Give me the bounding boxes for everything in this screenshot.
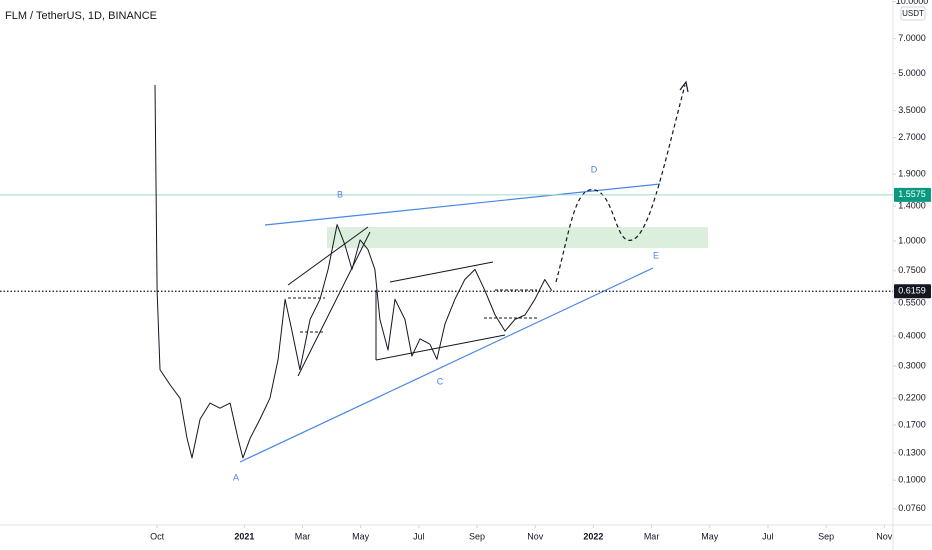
- channel-line: [287, 226, 369, 286]
- wave-label: D: [591, 164, 598, 174]
- wave-label: C: [437, 376, 444, 386]
- y-tick-label: 2.7000: [898, 132, 926, 142]
- y-tick-label: 0.3000: [898, 360, 926, 370]
- channel-line: [297, 231, 371, 377]
- y-tick-label: 7.0000: [898, 33, 926, 43]
- x-tick-label: Mar: [295, 531, 311, 541]
- last-price-label: 0.6159: [898, 286, 926, 296]
- wave-label: B: [337, 189, 343, 199]
- x-tick-label: Sep: [469, 531, 485, 541]
- wave-label: A: [233, 472, 239, 482]
- lower-trendline: [239, 267, 654, 463]
- y-tick-label: 1.9000: [898, 169, 926, 179]
- y-tick-label: 1.0000: [898, 235, 926, 245]
- x-tick-label: Jul: [413, 531, 425, 541]
- target-zone: [327, 227, 708, 248]
- y-tick-label: 0.5500: [898, 297, 926, 307]
- currency-box: [900, 6, 926, 21]
- x-tick-label: May: [352, 531, 370, 541]
- upper-trendline: [264, 183, 661, 226]
- y-tick-label: 0.1300: [898, 447, 926, 457]
- currency: USDT: [902, 9, 924, 18]
- x-tick-label: Jul: [762, 531, 774, 541]
- x-tick-label: Oct: [150, 531, 165, 541]
- y-tick-label: 0.1000: [898, 475, 926, 485]
- last-price-box: [894, 284, 931, 299]
- y-tick-label: 0.4000: [898, 331, 926, 341]
- x-tick-label: Mar: [644, 531, 660, 541]
- y-tick-label: 5.0000: [898, 68, 926, 78]
- drawings: [239, 80, 708, 463]
- level-box: [894, 187, 931, 202]
- x-tick-label: 2021: [234, 531, 254, 541]
- x-tick-label: 2022: [583, 531, 603, 541]
- y-tick-label: 10.0000: [896, 0, 929, 6]
- y-tick-label: 1.4000: [898, 200, 926, 210]
- x-tick-label: May: [701, 531, 719, 541]
- x-tick-label: Sep: [818, 531, 834, 541]
- level-label: 1.5575: [898, 189, 926, 199]
- x-tick-label: Nov: [527, 531, 544, 541]
- price-line: [154, 84, 553, 459]
- y-tick-label: 0.1700: [898, 419, 926, 429]
- chart-title: FLM / TetherUS, 1D, BINANCE: [5, 10, 157, 22]
- y-tick-label: 0.2200: [898, 393, 926, 403]
- y-tick-label: 0.0760: [898, 503, 926, 513]
- y-tick-label: 0.7500: [898, 265, 926, 275]
- channel-line: [389, 261, 494, 283]
- projection-path: [555, 84, 686, 283]
- y-tick-label: 3.5000: [898, 105, 926, 115]
- wave-label: E: [653, 250, 659, 260]
- projection-arrow: [679, 80, 689, 93]
- x-tick-label: Nov: [876, 531, 893, 541]
- channel-line: [375, 334, 506, 361]
